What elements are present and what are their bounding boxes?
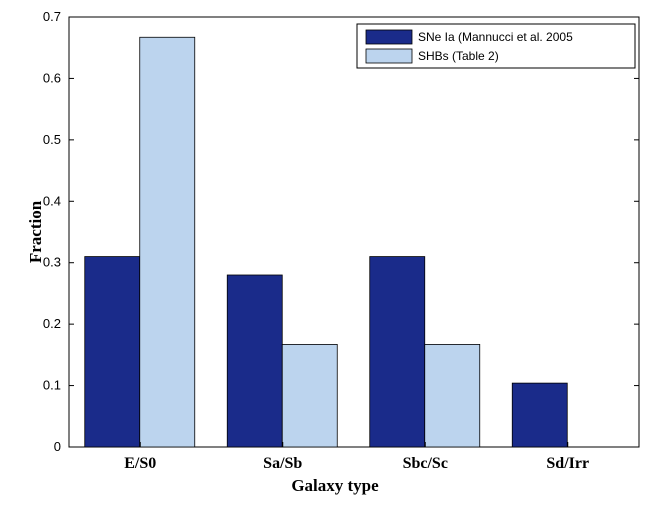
y-tick-label: 0 xyxy=(54,439,61,454)
x-tick-label: Sa/Sb xyxy=(263,455,302,472)
y-tick-label: 0.1 xyxy=(43,378,61,393)
y-tick-label: 0.5 xyxy=(43,132,61,147)
bar-shb-es0 xyxy=(139,36,196,448)
y-axis: 0 0.1 0.2 0.3 0.4 0.5 0.6 0.7 xyxy=(43,9,639,454)
x-tick-label: Sbc/Sc xyxy=(403,455,448,472)
y-tick-label: 0.6 xyxy=(43,70,61,85)
x-tick-label: Sd/Irr xyxy=(546,455,589,472)
y-tick-label: 0.2 xyxy=(43,316,61,331)
bar-shb-sbcsc xyxy=(424,344,481,448)
y-tick-label: 0.3 xyxy=(43,255,61,270)
y-tick-label: 0.7 xyxy=(43,9,61,24)
bar-shb-sasb xyxy=(281,344,338,448)
y-tick-label: 0.4 xyxy=(43,193,61,208)
legend: SNe Ia (Mannucci et al. 2005 SHBs (Table… xyxy=(356,23,636,69)
legend-swatch-shb xyxy=(365,48,413,64)
x-tick-label: E/S0 xyxy=(124,455,156,472)
bars xyxy=(84,36,568,448)
x-axis-title: Galaxy type xyxy=(291,476,379,495)
bar-sne-sdirr xyxy=(511,382,568,448)
legend-label-shb: SHBs (Table 2) xyxy=(418,49,499,63)
y-axis-title: Fraction xyxy=(26,200,45,263)
bar-sne-es0 xyxy=(84,256,141,448)
x-axis: E/S0 Sa/Sb Sbc/Sc Sd/Irr xyxy=(124,442,589,472)
legend-label-sne: SNe Ia (Mannucci et al. 2005 xyxy=(418,30,573,44)
bar-sne-sbcsc xyxy=(369,256,426,448)
bar-sne-sasb xyxy=(226,274,283,448)
legend-swatch-sne xyxy=(365,29,413,45)
